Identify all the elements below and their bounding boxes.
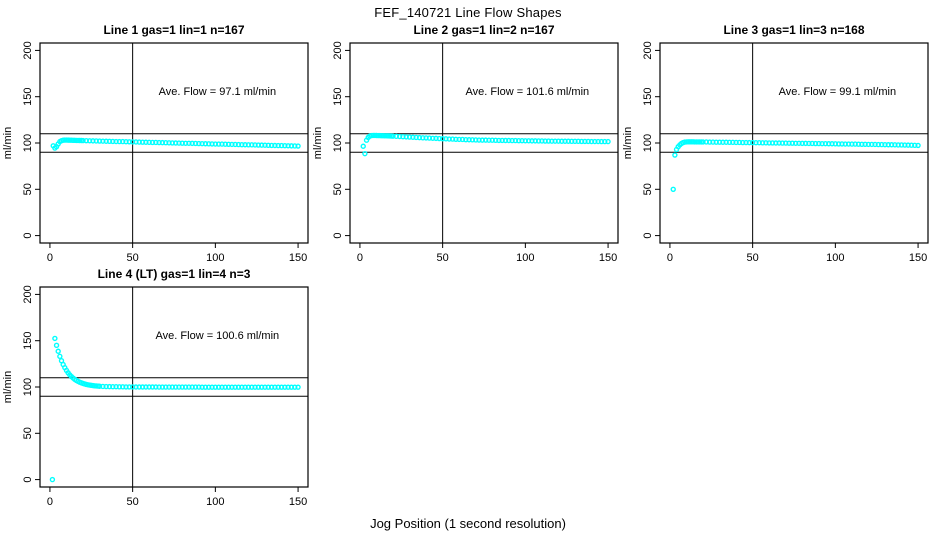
y-tick-label: 200: [22, 285, 34, 303]
x-tick-label: 100: [206, 252, 224, 264]
data-point: [605, 138, 611, 145]
ave-flow-annotation: Ave. Flow = 101.6 ml/min: [466, 86, 590, 98]
y-tick-label: 150: [22, 332, 34, 350]
y-tick-label: 50: [642, 183, 654, 195]
panel-title: Line 4 (LT) gas=1 lin=4 n=3: [98, 267, 251, 281]
x-axis-caption: Jog Position (1 second resolution): [370, 516, 566, 531]
data-point: [915, 142, 921, 149]
y-tick-label: 100: [22, 378, 34, 396]
x-tick-label: 100: [206, 496, 224, 508]
y-tick-label: 0: [332, 233, 344, 239]
data-point: [52, 335, 58, 342]
x-tick-label: 0: [357, 252, 363, 264]
y-axis-label: ml/min: [2, 127, 14, 159]
line-3-flow-plot: 0 50 100 150 0 50 100 150 200 ml/min Line 3 gas=1 …: [622, 23, 929, 264]
x-tick-label: 100: [516, 252, 534, 264]
y-tick-label: 200: [642, 41, 654, 59]
x-tick-label: 0: [667, 252, 673, 264]
y-tick-label: 0: [22, 233, 34, 239]
panel-line-2: 0 50 100 150 0 50 100 150 200 ml/min Line 2 gas=1 …: [312, 20, 628, 266]
panel-line-3: 0 50 100 150 0 50 100 150 200 ml/min Line 3 gas=1 …: [622, 20, 936, 266]
line-4-flow-plot: 0 50 100 150 0 50 100 150 200 ml/min Line 4 (LT) g…: [2, 267, 309, 508]
y-tick-label: 200: [22, 41, 34, 59]
data-point: [55, 348, 61, 354]
y-tick-label: 200: [332, 41, 344, 59]
y-tick-label: 150: [642, 88, 654, 106]
data-point: [57, 353, 63, 360]
x-tick-label: 150: [289, 252, 307, 264]
line-1-flow-plot: 0 50 100 150 0 50 100 150 200 ml/min Line 1 gas=1 …: [2, 23, 309, 264]
y-tick-label: 100: [642, 134, 654, 152]
data-point: [670, 186, 676, 192]
y-axis-label: ml/min: [312, 127, 324, 159]
y-tick-label: 100: [332, 134, 344, 152]
ave-flow-annotation: Ave. Flow = 100.6 ml/min: [156, 330, 280, 342]
data-point: [672, 152, 678, 158]
page-title: FEF_140721 Line Flow Shapes: [374, 5, 562, 20]
x-tick-label: 50: [127, 496, 139, 508]
x-tick-label: 50: [127, 252, 139, 264]
y-tick-label: 50: [332, 183, 344, 195]
x-tick-label: 100: [826, 252, 844, 264]
line-2-flow-plot: 0 50 100 150 0 50 100 150 200 ml/min Line 2 gas=1 …: [312, 23, 619, 264]
y-tick-label: 50: [22, 427, 34, 439]
panel-title: Line 1 gas=1 lin=1 n=167: [103, 23, 244, 37]
data-point: [53, 342, 60, 349]
data-point: [362, 150, 368, 157]
y-tick-label: 50: [22, 183, 34, 195]
y-tick-label: 150: [332, 88, 344, 106]
panel-line-1: 0 50 100 150 0 50 100 150 200 ml/min Line 1 gas=1 …: [2, 20, 318, 266]
panel-line-4: 0 50 100 150 0 50 100 150 200 ml/min Line 4 (LT) g…: [2, 264, 318, 510]
y-axis-label: ml/min: [622, 127, 634, 159]
panel-title: Line 2 gas=1 lin=2 n=167: [413, 23, 554, 37]
x-tick-label: 0: [47, 252, 53, 264]
x-tick-label: 50: [437, 252, 449, 264]
x-tick-label: 50: [747, 252, 759, 264]
data-point: [295, 143, 301, 149]
panel-title: Line 3 gas=1 lin=3 n=168: [723, 23, 864, 37]
x-tick-label: 150: [909, 252, 927, 264]
data-point: [360, 143, 366, 149]
y-axis-label: ml/min: [2, 371, 14, 403]
x-tick-label: 150: [599, 252, 617, 264]
y-tick-label: 0: [642, 233, 654, 239]
data-point: [295, 384, 301, 390]
y-tick-label: 150: [22, 88, 34, 106]
y-tick-label: 0: [22, 477, 34, 483]
data-point: [49, 476, 56, 483]
ave-flow-annotation: Ave. Flow = 99.1 ml/min: [779, 86, 896, 98]
y-tick-label: 100: [22, 134, 34, 152]
x-tick-label: 150: [289, 496, 307, 508]
x-tick-label: 0: [47, 496, 53, 508]
ave-flow-annotation: Ave. Flow = 97.1 ml/min: [159, 86, 276, 98]
